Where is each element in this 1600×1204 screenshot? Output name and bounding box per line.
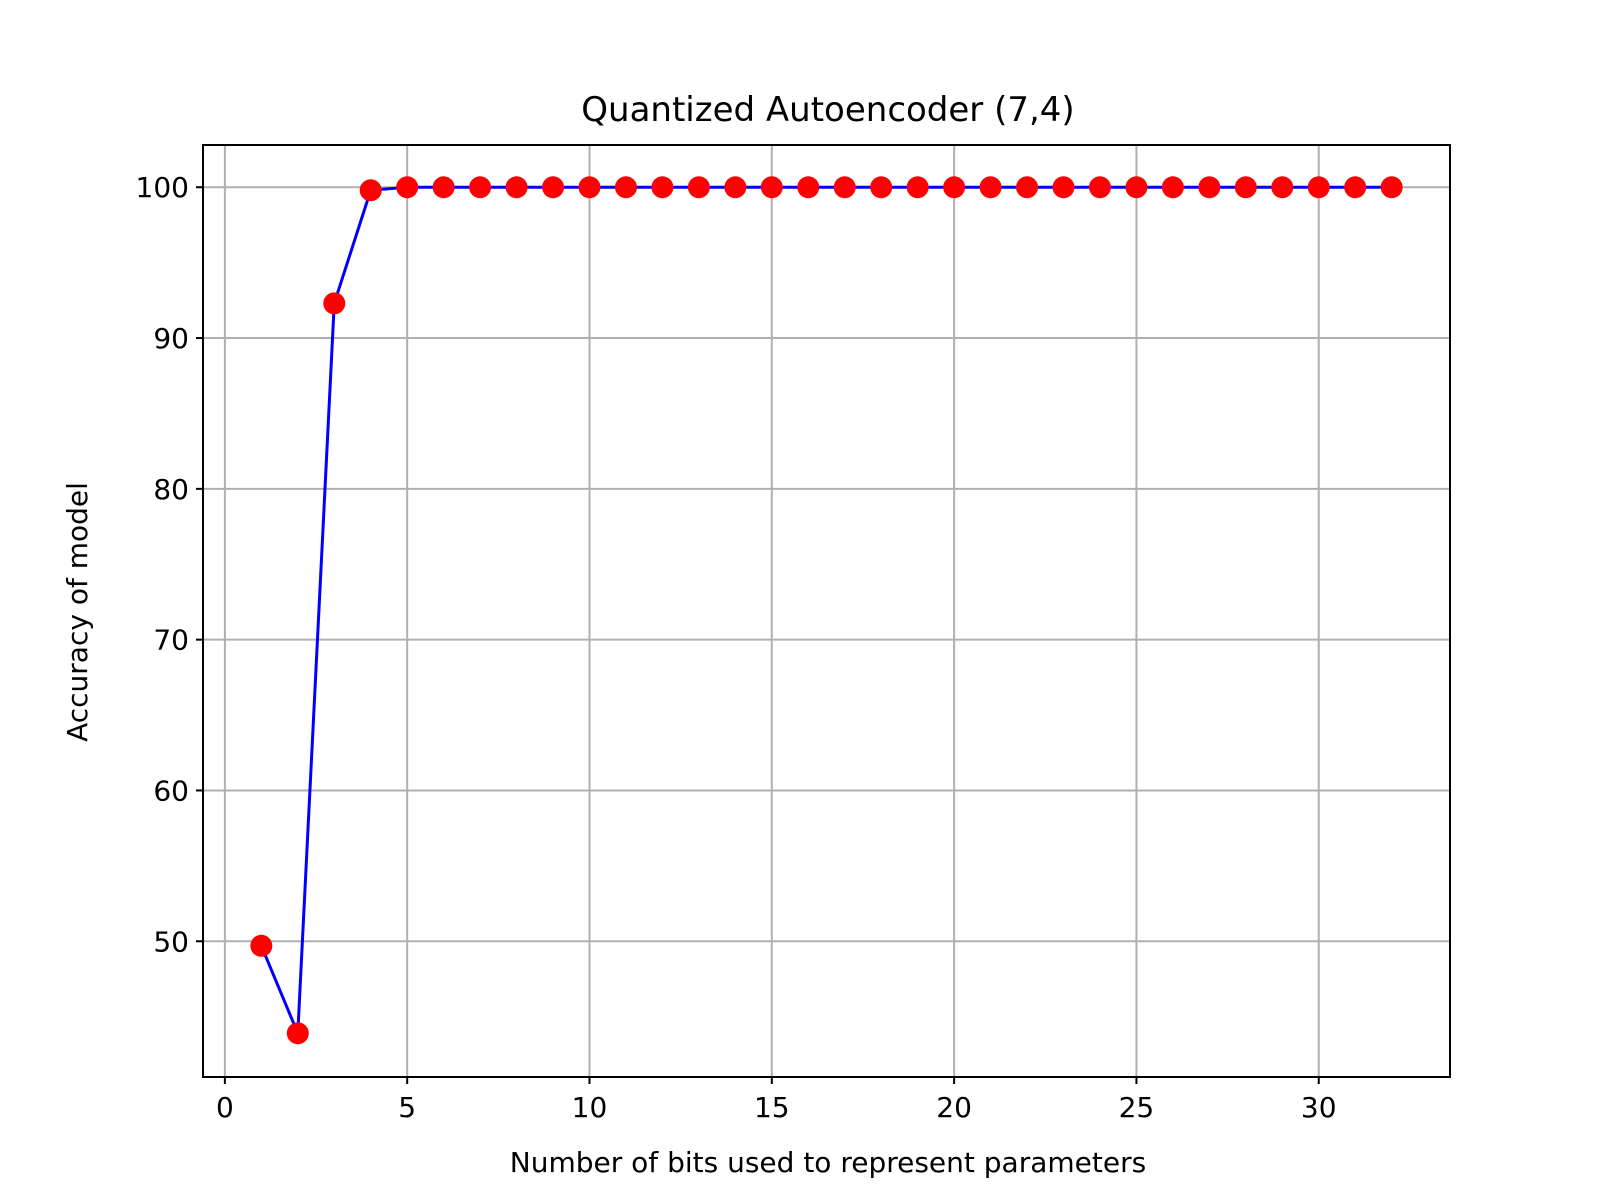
data-point: [614, 176, 637, 199]
data-point: [1234, 176, 1257, 199]
x-axis-label: Number of bits used to represent paramet…: [510, 1146, 1146, 1179]
series-line: [259, 185, 1392, 1035]
x-tick-label: 20: [936, 1091, 972, 1124]
data-point: [1052, 176, 1075, 199]
data-point: [578, 176, 601, 199]
data-point: [1161, 176, 1184, 199]
y-tick-label: 80: [153, 473, 189, 506]
data-point: [1271, 176, 1294, 199]
data-point: [286, 1022, 309, 1045]
data-point: [1198, 176, 1221, 199]
plot-frame: [202, 144, 1451, 1078]
data-point: [870, 176, 893, 199]
x-tick-label: 10: [572, 1091, 608, 1124]
data-point: [1125, 176, 1148, 199]
data-point: [1344, 176, 1367, 199]
data-point: [469, 176, 492, 199]
data-point: [833, 176, 856, 199]
data-point: [323, 292, 346, 315]
ticks: 0 5 10 15 20 25 30 50 60 70 80 90 100: [136, 171, 1337, 1124]
y-tick-label: 90: [153, 322, 189, 355]
data-point: [359, 179, 382, 202]
y-tick-label: 50: [153, 925, 189, 958]
y-tick-label: 70: [153, 624, 189, 657]
data-point: [724, 176, 747, 199]
data-point: [906, 176, 929, 199]
x-tick-label: 15: [754, 1091, 790, 1124]
data-point: [979, 176, 1002, 199]
data-point: [760, 176, 783, 199]
chart-title: Quantized Autoencoder (7,4): [581, 90, 1074, 130]
data-point: [396, 176, 419, 199]
series: [250, 176, 1403, 1045]
data-point: [250, 934, 273, 957]
y-tick-label: 100: [136, 171, 189, 204]
y-tick-label: 60: [153, 774, 189, 807]
data-point: [651, 176, 674, 199]
data-point: [797, 176, 820, 199]
x-tick-label: 0: [216, 1091, 234, 1124]
x-tick-label: 30: [1301, 1091, 1337, 1124]
data-point: [687, 176, 710, 199]
data-point: [1088, 176, 1111, 199]
y-axis-label: Accuracy of model: [61, 482, 94, 742]
data-point: [1016, 176, 1039, 199]
x-tick-label: 25: [1119, 1091, 1155, 1124]
grid: [203, 145, 1450, 1077]
data-point: [1380, 176, 1403, 199]
data-point: [943, 176, 966, 199]
data-point: [505, 176, 528, 199]
data-point: [432, 176, 455, 199]
data-point: [1307, 176, 1330, 199]
data-point: [542, 176, 565, 199]
x-tick-label: 5: [398, 1091, 416, 1124]
